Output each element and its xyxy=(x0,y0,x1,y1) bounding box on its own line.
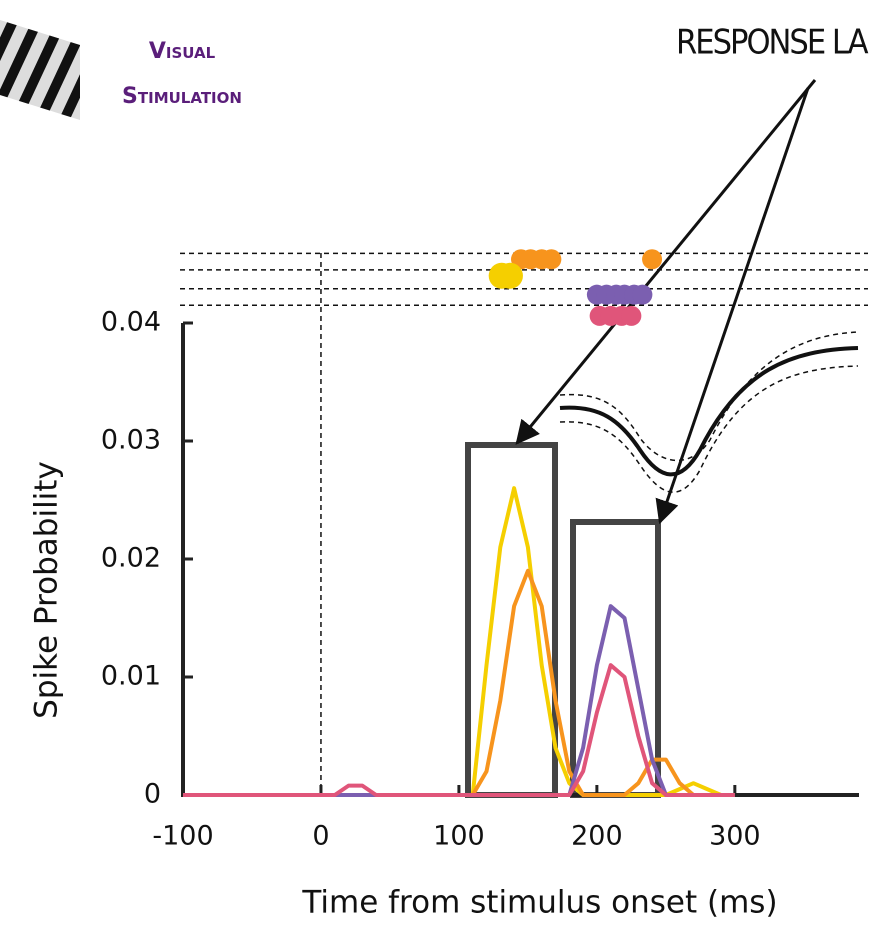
latency-marker xyxy=(632,284,653,305)
x-tick-label: -100 xyxy=(152,821,213,852)
annotation: Visual xyxy=(149,39,216,64)
y-tick-label: 0.03 xyxy=(101,425,161,456)
annotation: RESPONSE LA xyxy=(676,23,869,63)
latency-marker xyxy=(621,305,642,326)
y-axis-label: Spike Probability xyxy=(29,461,65,719)
arrow xyxy=(515,79,817,445)
x-axis-label: Time from stimulus onset (ms) xyxy=(301,885,777,921)
y-tick-label: 0.04 xyxy=(101,307,161,338)
y-tick-label: 0.01 xyxy=(101,661,161,692)
latency-marker xyxy=(496,262,523,289)
y-tick-label: 0 xyxy=(144,779,161,810)
x-tick-label: 100 xyxy=(433,821,485,852)
series-line xyxy=(183,663,735,797)
grating-icon xyxy=(0,20,80,120)
y-tick-label: 0.02 xyxy=(101,543,161,574)
x-tick-label: 0 xyxy=(312,821,329,852)
x-tick-label: 300 xyxy=(709,821,761,852)
series-line xyxy=(183,604,735,797)
x-tick-label: 200 xyxy=(571,821,623,852)
inset-curve xyxy=(559,331,859,493)
latency-marker xyxy=(541,249,562,270)
annotation: Stimulation xyxy=(122,84,242,109)
latency-marker xyxy=(642,249,663,270)
